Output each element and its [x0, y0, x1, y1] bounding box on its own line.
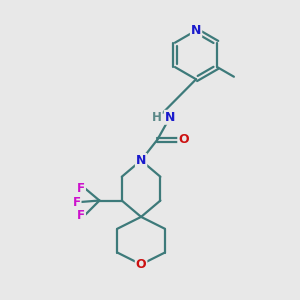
Text: H: H: [152, 111, 162, 124]
Text: O: O: [178, 133, 189, 146]
Text: N: N: [165, 111, 175, 124]
Text: N: N: [191, 24, 201, 37]
Text: F: F: [77, 182, 85, 194]
Text: N: N: [136, 154, 146, 167]
Text: F: F: [73, 196, 81, 208]
Text: F: F: [77, 209, 85, 222]
Text: O: O: [136, 258, 146, 271]
